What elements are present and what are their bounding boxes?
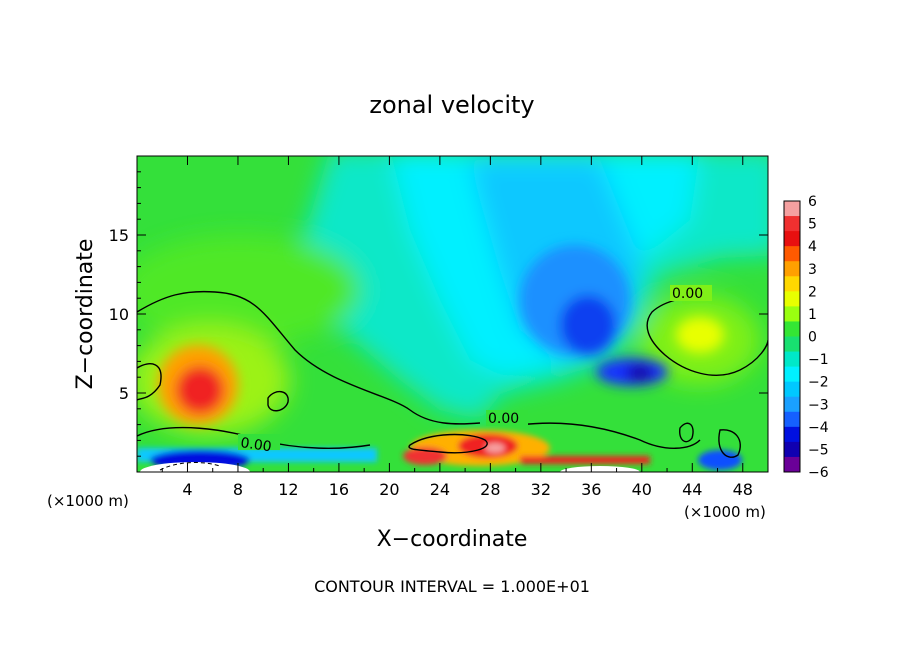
colorbar-label: −1 <box>808 352 829 368</box>
colorbar-swatch <box>784 201 800 217</box>
colorbar-swatch <box>784 306 800 322</box>
colorbar-swatch <box>784 411 800 428</box>
contour-line-upper <box>137 290 481 425</box>
colorbar-label: 1 <box>808 307 817 323</box>
x-tick-label: 16 <box>329 480 349 499</box>
colorbar-label: −6 <box>808 465 829 481</box>
colorbar-label: 0 <box>808 330 817 346</box>
y-tick-label: 15 <box>109 226 129 245</box>
y-axis-ticks: 5 10 15 <box>109 171 768 457</box>
colorbar-swatch <box>784 426 800 443</box>
white-gap-left <box>140 462 250 472</box>
lower-red-strip <box>520 456 650 464</box>
colorbar-swatch <box>784 216 800 232</box>
zero-contours <box>137 290 768 458</box>
colorbar-swatch <box>784 336 800 353</box>
lower-red-left <box>403 447 447 465</box>
contour-loop-mid <box>408 433 488 454</box>
chart-title: zonal velocity <box>369 91 534 119</box>
colorbar-label: −4 <box>808 420 829 436</box>
contour-label-bg-3 <box>670 285 712 301</box>
colorbar-swatch <box>784 321 800 337</box>
red-core-left <box>176 366 224 414</box>
colorbar-label: 6 <box>808 194 817 210</box>
contour-line-bottom <box>519 422 701 449</box>
colorbar-swatch <box>784 381 800 398</box>
x-unit-right: (×1000 m) <box>684 503 766 521</box>
contour-label-bg-1 <box>238 434 280 450</box>
colorbar-swatch <box>784 456 800 473</box>
colorbar-swatch <box>784 366 800 383</box>
colorbar-swatch <box>784 231 800 247</box>
x-tick-label: 40 <box>632 480 652 499</box>
colorbar-swatch <box>784 396 800 413</box>
colorbar-label: −2 <box>808 375 829 391</box>
y-tick-label: 10 <box>109 305 129 324</box>
colorbar-frame <box>783 200 801 473</box>
contour-label-2: 0.00 <box>488 411 519 427</box>
x-tick-label: 20 <box>379 480 399 499</box>
contour-loop-lower-right <box>718 429 741 458</box>
contour-label-1: 0.00 <box>239 435 272 455</box>
colorbar-swatch <box>784 291 800 307</box>
x-axis-label: X−coordinate <box>377 527 528 552</box>
x-tick-label: 28 <box>480 480 500 499</box>
contour-label-3: 0.00 <box>672 286 703 302</box>
contour-interval-footer: CONTOUR INTERVAL = 1.000E+01 <box>314 577 590 596</box>
contour-label-bg-2 <box>486 410 528 426</box>
x-tick-label: 48 <box>733 480 753 499</box>
contour-loop-right <box>678 422 694 443</box>
blue-core-inner <box>560 295 616 355</box>
x-tick-label: 36 <box>581 480 601 499</box>
colorbar-swatch <box>784 441 800 458</box>
colorbar: 6 5 4 3 2 1 0 −1 −2 −3 −4 −5 −6 <box>783 194 829 481</box>
contour-negative-dashed <box>159 462 221 471</box>
colorbar-label: −5 <box>808 442 829 458</box>
contour-line-right <box>646 296 768 376</box>
dark-blue-core <box>626 365 654 381</box>
contour-line-left <box>137 363 162 401</box>
mid-green-band <box>137 235 360 345</box>
x-axis-ticks: 4 8 12 16 20 24 28 32 36 40 44 48 <box>161 156 753 499</box>
colorbar-label: 5 <box>808 217 817 233</box>
colorbar-swatch <box>784 246 800 262</box>
y-tick-label: 5 <box>119 384 129 403</box>
x-tick-label: 4 <box>182 480 192 499</box>
velocity-field: 0.00 0.00 0.00 <box>137 156 768 472</box>
colorbar-swatch <box>784 276 800 292</box>
lower-right-blue <box>698 450 742 470</box>
x-unit-left: (×1000 m) <box>47 492 129 510</box>
white-gap-mid <box>560 466 640 472</box>
x-tick-label: 24 <box>430 480 450 499</box>
colorbar-label: 2 <box>808 284 817 300</box>
yellow-core-right <box>676 317 724 353</box>
x-tick-label: 8 <box>233 480 243 499</box>
x-tick-label: 12 <box>278 480 298 499</box>
contour-loop-small <box>267 391 289 412</box>
x-tick-label: 44 <box>682 480 702 499</box>
y-axis-label: Z−coordinate <box>73 239 98 390</box>
lower-pink-core <box>485 443 505 453</box>
x-tick-label: 32 <box>531 480 551 499</box>
colorbar-label: 4 <box>808 239 817 255</box>
colorbar-label: 3 <box>808 262 817 278</box>
colorbar-label: −3 <box>808 397 829 413</box>
colorbar-swatch <box>784 351 800 368</box>
colorbar-swatch <box>784 261 800 277</box>
